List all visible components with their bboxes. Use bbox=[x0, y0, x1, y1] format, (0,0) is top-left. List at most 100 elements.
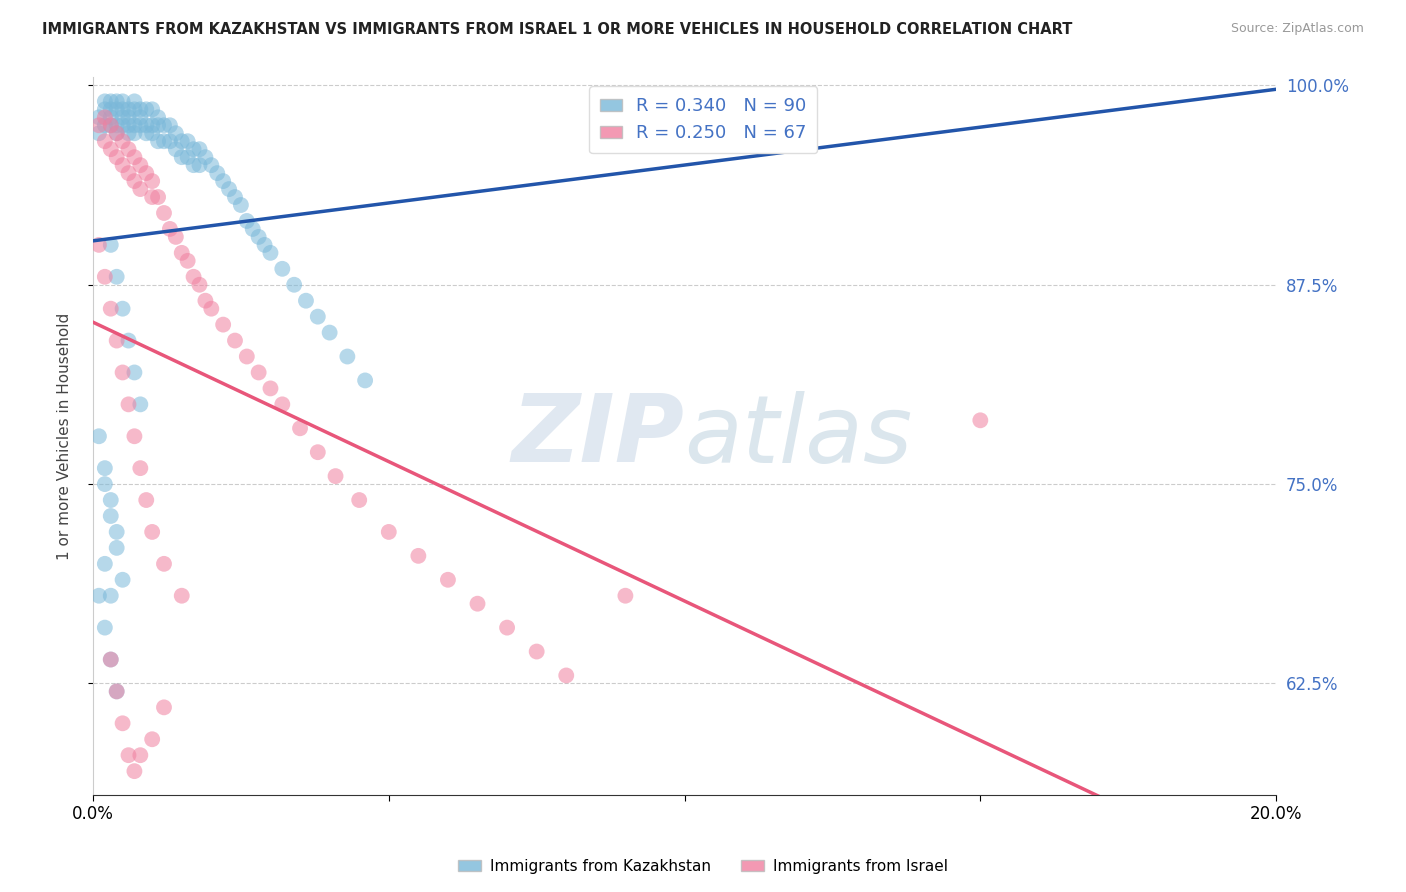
Point bbox=[236, 214, 259, 228]
Point bbox=[259, 245, 281, 260]
Point bbox=[105, 684, 128, 698]
Point bbox=[307, 310, 329, 324]
Point bbox=[105, 95, 128, 109]
Point bbox=[124, 103, 146, 117]
Point bbox=[236, 350, 259, 364]
Point bbox=[555, 668, 578, 682]
Point bbox=[94, 557, 117, 571]
Point bbox=[117, 111, 139, 125]
Point bbox=[200, 158, 222, 172]
Point bbox=[100, 118, 122, 132]
Point bbox=[135, 118, 157, 132]
Point bbox=[111, 716, 134, 731]
Point bbox=[94, 118, 117, 132]
Point bbox=[111, 366, 134, 380]
Point bbox=[124, 174, 146, 188]
Point bbox=[183, 269, 205, 284]
Point bbox=[111, 134, 134, 148]
Point bbox=[170, 245, 193, 260]
Point bbox=[87, 126, 110, 140]
Point bbox=[141, 126, 163, 140]
Point bbox=[146, 134, 169, 148]
Point bbox=[467, 597, 489, 611]
Point bbox=[105, 269, 128, 284]
Point bbox=[229, 198, 252, 212]
Point bbox=[105, 684, 128, 698]
Point bbox=[105, 118, 128, 132]
Point bbox=[295, 293, 318, 308]
Point bbox=[141, 524, 163, 539]
Point bbox=[94, 95, 117, 109]
Point bbox=[129, 748, 152, 763]
Point bbox=[100, 652, 122, 666]
Legend: Immigrants from Kazakhstan, Immigrants from Israel: Immigrants from Kazakhstan, Immigrants f… bbox=[451, 853, 955, 880]
Point bbox=[129, 118, 152, 132]
Point bbox=[100, 589, 122, 603]
Point bbox=[129, 111, 152, 125]
Point bbox=[378, 524, 401, 539]
Point bbox=[100, 95, 122, 109]
Point bbox=[124, 118, 146, 132]
Point bbox=[111, 573, 134, 587]
Text: ZIP: ZIP bbox=[512, 391, 685, 483]
Point bbox=[94, 461, 117, 475]
Point bbox=[288, 421, 311, 435]
Point bbox=[100, 508, 122, 523]
Point bbox=[129, 158, 152, 172]
Point bbox=[117, 118, 139, 132]
Point bbox=[153, 206, 176, 220]
Point bbox=[159, 134, 181, 148]
Legend: R = 0.340   N = 90, R = 0.250   N = 67: R = 0.340 N = 90, R = 0.250 N = 67 bbox=[589, 87, 817, 153]
Point bbox=[170, 134, 193, 148]
Point bbox=[94, 269, 117, 284]
Point bbox=[94, 111, 117, 125]
Point bbox=[129, 103, 152, 117]
Point bbox=[194, 293, 217, 308]
Point bbox=[188, 142, 211, 156]
Point bbox=[135, 126, 157, 140]
Point bbox=[100, 103, 122, 117]
Point bbox=[111, 103, 134, 117]
Point bbox=[141, 190, 163, 204]
Point bbox=[124, 95, 146, 109]
Point bbox=[117, 126, 139, 140]
Point bbox=[105, 150, 128, 164]
Point bbox=[318, 326, 340, 340]
Point bbox=[183, 142, 205, 156]
Point bbox=[94, 621, 117, 635]
Point bbox=[969, 413, 991, 427]
Point bbox=[336, 350, 359, 364]
Point bbox=[496, 621, 519, 635]
Point bbox=[124, 150, 146, 164]
Point bbox=[111, 95, 134, 109]
Point bbox=[129, 397, 152, 411]
Point bbox=[94, 134, 117, 148]
Point bbox=[124, 366, 146, 380]
Point bbox=[111, 301, 134, 316]
Point bbox=[200, 301, 222, 316]
Point bbox=[100, 238, 122, 252]
Point bbox=[87, 111, 110, 125]
Text: atlas: atlas bbox=[685, 391, 912, 482]
Point bbox=[124, 126, 146, 140]
Point bbox=[100, 493, 122, 508]
Point bbox=[354, 373, 377, 387]
Point bbox=[188, 158, 211, 172]
Point bbox=[224, 334, 246, 348]
Point bbox=[111, 111, 134, 125]
Point bbox=[105, 103, 128, 117]
Point bbox=[242, 222, 264, 236]
Point bbox=[100, 652, 122, 666]
Point bbox=[105, 524, 128, 539]
Point bbox=[129, 461, 152, 475]
Point bbox=[135, 103, 157, 117]
Point bbox=[224, 190, 246, 204]
Point bbox=[117, 334, 139, 348]
Point bbox=[129, 182, 152, 196]
Point bbox=[117, 142, 139, 156]
Text: Source: ZipAtlas.com: Source: ZipAtlas.com bbox=[1230, 22, 1364, 36]
Point bbox=[165, 126, 187, 140]
Point bbox=[176, 134, 198, 148]
Point bbox=[212, 318, 235, 332]
Point bbox=[87, 429, 110, 443]
